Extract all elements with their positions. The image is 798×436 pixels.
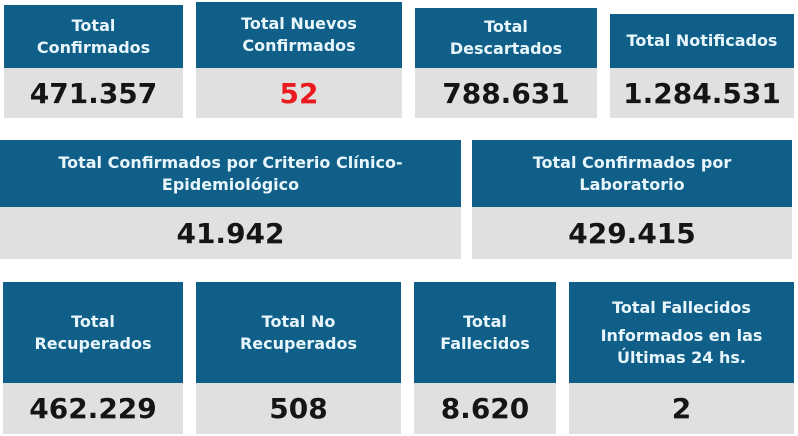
stat-card-title: Total Fallecidos xyxy=(440,311,530,353)
stat-card-total-recuperados: Total Recuperados 462.229 xyxy=(3,282,183,434)
stat-card-value: 8.620 xyxy=(440,392,530,425)
stat-card-header: Total Notificados xyxy=(610,14,794,68)
stat-card-body: 1.284.531 xyxy=(610,68,794,118)
stat-card-body: 788.631 xyxy=(415,68,597,118)
stat-card-total-fallecidos: Total Fallecidos 8.620 xyxy=(414,282,556,434)
stat-card-body: 462.229 xyxy=(3,383,183,434)
stat-card-value: 429.415 xyxy=(568,216,696,250)
stat-card-value: 508 xyxy=(269,392,328,425)
stat-card-total-confirmados-criterio-clinico: Total Confirmados por Criterio Clínico-E… xyxy=(0,140,461,259)
stat-card-title: Total Nuevos Confirmados xyxy=(241,14,357,55)
stat-card-title: Total Confirmados por Criterio Clínico-E… xyxy=(58,152,403,194)
stat-card-total-fallecidos-ultimas-24hs: Total Fallecidos Informados en las Últim… xyxy=(569,282,794,434)
stats-row-middle: Total Confirmados por Criterio Clínico-E… xyxy=(0,140,798,259)
stat-card-title: Total Descartados xyxy=(449,17,563,58)
stat-card-total-confirmados: Total Confirmados 471.357 xyxy=(4,5,183,118)
stat-card-header: Total Descartados xyxy=(415,8,597,68)
stat-card-total-no-recuperados: Total No Recuperados 508 xyxy=(196,282,401,434)
stat-card-header: Total Fallecidos xyxy=(414,282,556,383)
stat-card-header: Total Confirmados xyxy=(4,5,183,68)
stat-card-header: Total Confirmados por Laboratorio xyxy=(472,140,792,207)
stat-card-header: Total Confirmados por Criterio Clínico-E… xyxy=(0,140,461,207)
stat-card-body: 41.942 xyxy=(0,207,461,259)
stat-card-header: Total Fallecidos Informados en las Últim… xyxy=(569,282,794,383)
stats-row-bottom: Total Recuperados 462.229 Total No Recup… xyxy=(3,282,798,434)
stat-card-title: Total Confirmados por Laboratorio xyxy=(532,152,732,194)
stat-card-value: 462.229 xyxy=(29,392,157,425)
stat-card-body: 8.620 xyxy=(414,383,556,434)
stat-card-body: 429.415 xyxy=(472,207,792,259)
stat-card-body: 471.357 xyxy=(4,68,183,118)
stat-card-title: Total Confirmados xyxy=(36,15,151,57)
stat-card-body: 508 xyxy=(196,383,401,434)
stat-card-value: 1.284.531 xyxy=(623,76,781,110)
stats-row-top: Total Confirmados 471.357 Total Nuevos C… xyxy=(4,2,798,118)
stat-card-title: Total No Recuperados xyxy=(239,311,357,353)
stat-card-value: 788.631 xyxy=(442,76,570,110)
stat-card-total-nuevos-confirmados: Total Nuevos Confirmados 52 xyxy=(196,2,402,118)
stat-card-header: Total Recuperados xyxy=(3,282,183,383)
stat-card-subtitle: Informados en las Últimas 24 hs. xyxy=(600,325,763,367)
stat-card-body: 52 xyxy=(196,68,402,118)
stat-card-header: Total No Recuperados xyxy=(196,282,401,383)
stat-card-value: 52 xyxy=(279,76,319,110)
stat-card-title: Total Notificados xyxy=(626,31,778,50)
stat-card-body: 2 xyxy=(569,383,794,434)
stat-card-value: 471.357 xyxy=(29,76,158,110)
stat-card-total-notificados: Total Notificados 1.284.531 xyxy=(610,14,794,118)
stat-card-title: Total Fallecidos xyxy=(612,297,751,317)
stat-card-value: 41.942 xyxy=(176,216,285,250)
stat-card-header: Total Nuevos Confirmados xyxy=(196,2,402,68)
stat-card-title: Total Recuperados xyxy=(34,311,152,353)
stat-card-total-confirmados-laboratorio: Total Confirmados por Laboratorio 429.41… xyxy=(472,140,792,259)
stat-card-value: 2 xyxy=(671,392,692,425)
stat-card-total-descartados: Total Descartados 788.631 xyxy=(415,8,597,118)
